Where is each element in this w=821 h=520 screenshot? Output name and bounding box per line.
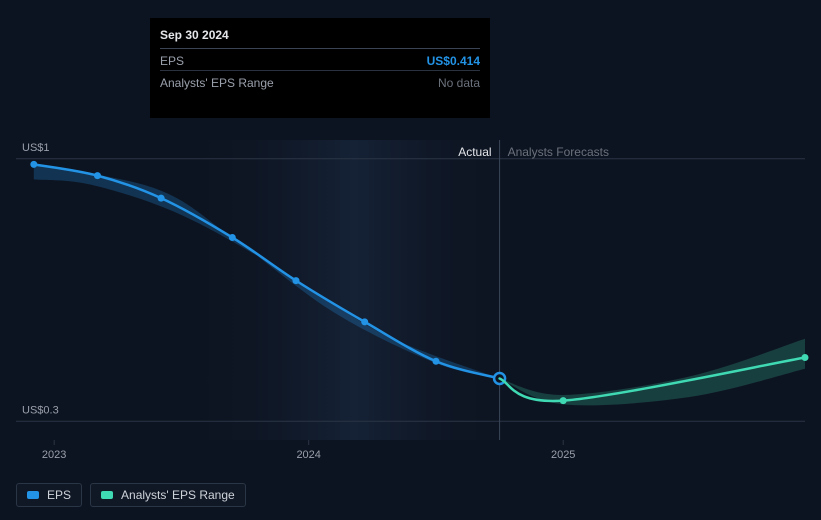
svg-text:Actual: Actual bbox=[458, 145, 491, 159]
svg-text:2023: 2023 bbox=[42, 449, 66, 461]
svg-text:Analysts Forecasts: Analysts Forecasts bbox=[508, 145, 609, 159]
legend-item-eps[interactable]: EPS bbox=[16, 483, 82, 507]
svg-text:US$0.3: US$0.3 bbox=[22, 404, 59, 416]
tooltip-eps-value: US$0.414 bbox=[427, 52, 480, 70]
chart-container: US$1 US$0.3 2023 2024 2025 Actual Analysts For… bbox=[0, 0, 821, 520]
tooltip-row-eps: EPS US$0.414 bbox=[160, 48, 480, 70]
legend-item-range[interactable]: Analysts' EPS Range bbox=[90, 483, 246, 507]
tooltip-date: Sep 30 2024 bbox=[160, 26, 480, 44]
tooltip-row-range: Analysts' EPS Range No data bbox=[160, 70, 480, 92]
svg-text:2024: 2024 bbox=[296, 449, 320, 461]
svg-text:2025: 2025 bbox=[551, 449, 575, 461]
tooltip-eps-label: EPS bbox=[160, 52, 184, 70]
chart-tooltip: Sep 30 2024 EPS US$0.414 Analysts' EPS R… bbox=[150, 18, 490, 118]
legend-label-range: Analysts' EPS Range bbox=[121, 488, 235, 502]
chart-legend: EPS Analysts' EPS Range bbox=[16, 483, 246, 507]
legend-swatch-eps bbox=[27, 491, 39, 499]
tooltip-range-value: No data bbox=[438, 74, 480, 92]
svg-text:US$1: US$1 bbox=[22, 142, 50, 154]
legend-label-eps: EPS bbox=[47, 488, 71, 502]
tooltip-range-label: Analysts' EPS Range bbox=[160, 74, 274, 92]
legend-swatch-range bbox=[101, 491, 113, 499]
